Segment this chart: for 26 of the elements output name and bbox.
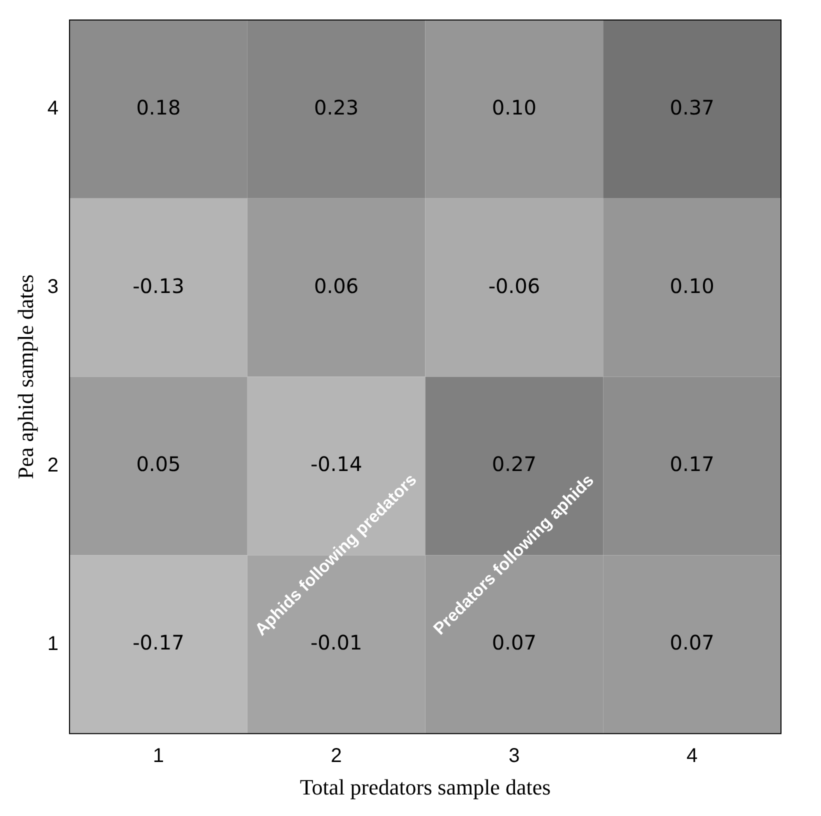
y-tick-label: 3 [47, 276, 59, 298]
data-label: 0.23 [314, 95, 359, 120]
x-tick-label: 4 [686, 745, 698, 768]
data-label: -0.06 [488, 274, 540, 298]
y-tick-label: 1 [47, 632, 59, 655]
data-label: -0.01 [310, 630, 362, 655]
y-tick-label: 2 [47, 454, 59, 477]
y-axis-title: Pea aphid sample dates [12, 274, 38, 480]
data-label: 0.17 [670, 452, 714, 476]
data-label: 0.10 [670, 274, 714, 298]
y-tick-label: 4 [47, 98, 59, 120]
data-label: -0.17 [132, 630, 184, 655]
x-tick-label: 3 [508, 745, 520, 768]
data-label: -0.14 [310, 452, 362, 476]
x-axis-title: Total predators sample dates [300, 774, 551, 800]
data-label: 0.18 [136, 95, 181, 120]
data-label: 0.06 [314, 274, 359, 298]
data-label: -0.13 [132, 274, 184, 298]
data-label: 0.10 [492, 95, 536, 120]
data-label: 0.05 [136, 452, 181, 476]
data-label: 0.07 [492, 630, 536, 655]
x-tick-label: 1 [152, 745, 164, 768]
x-tick-label: 2 [330, 745, 342, 768]
data-label: 0.07 [670, 630, 714, 655]
data-label: 0.37 [670, 95, 714, 120]
data-label: 0.27 [492, 452, 536, 476]
